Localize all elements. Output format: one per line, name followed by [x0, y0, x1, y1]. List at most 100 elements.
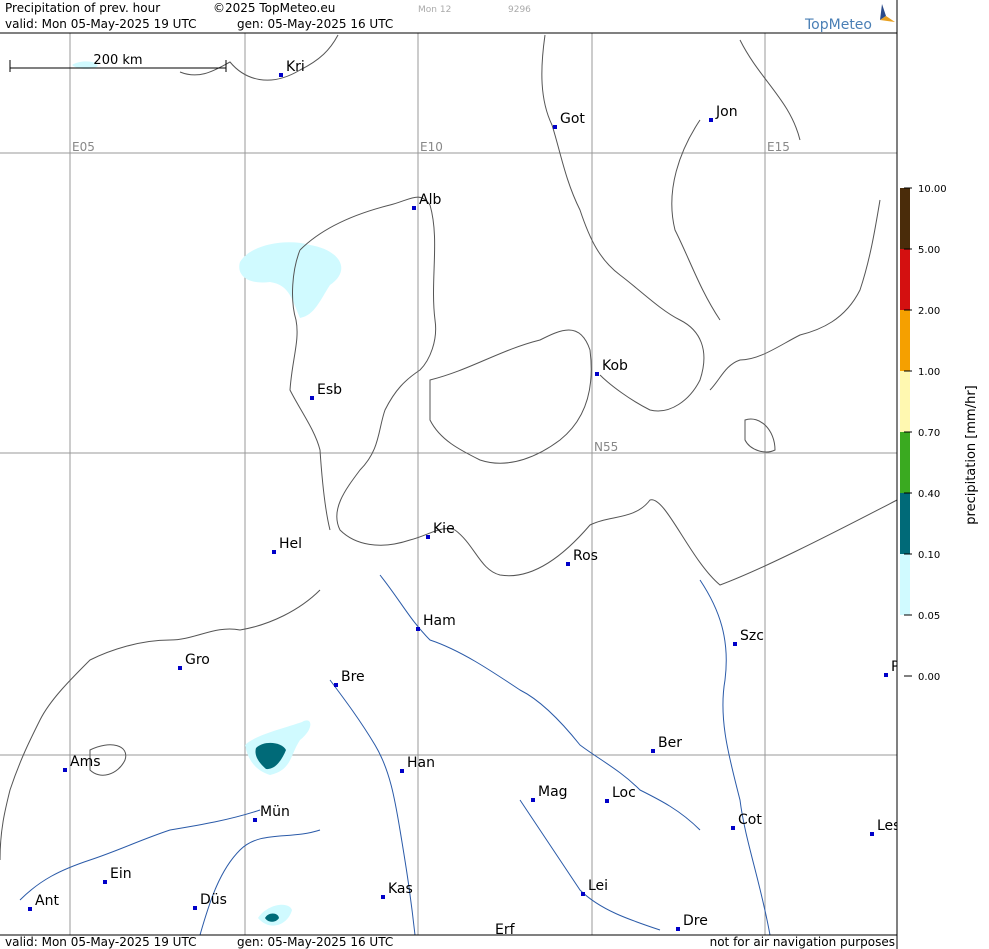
- city-label: Kri: [286, 59, 305, 75]
- city-dot: [426, 535, 430, 539]
- legend-tick-label: 2.00: [918, 306, 940, 317]
- city-dot: [731, 826, 735, 830]
- city-label: Ham: [423, 613, 456, 629]
- product-title: Precipitation of prev. hour: [5, 1, 160, 15]
- legend-swatch: [900, 249, 910, 310]
- city-label: Hel: [279, 536, 302, 552]
- legend-swatch: [900, 432, 910, 493]
- coastline: [671, 39, 801, 321]
- city-label: Dre: [683, 913, 708, 929]
- city-dot: [381, 895, 385, 899]
- river: [19, 809, 261, 901]
- coastline: [0, 589, 321, 861]
- legend-swatch: [900, 310, 910, 371]
- legend-tick-label: 1.00: [918, 367, 940, 378]
- city-label: Ros: [573, 548, 598, 564]
- copyright: ©2025 TopMeteo.eu: [213, 1, 335, 15]
- city-label: Lei: [588, 878, 608, 894]
- city-label: Kas: [388, 881, 413, 897]
- logo-icon: [880, 16, 895, 22]
- city-dot: [310, 396, 314, 400]
- city-dot: [595, 372, 599, 376]
- grid-label: E10: [420, 140, 443, 154]
- city-dot: [193, 906, 197, 910]
- header-bar: [0, 0, 897, 33]
- scale-label: 200 km: [93, 53, 142, 68]
- precip-area: [72, 61, 98, 69]
- city-label: Han: [407, 755, 435, 771]
- precip-area: [265, 913, 279, 922]
- city-label: Szc: [740, 628, 764, 644]
- river: [519, 799, 661, 931]
- legend-title: precipitation [mm/hr]: [964, 385, 979, 524]
- gen-time: gen: 05-May-2025 16 UTC: [237, 17, 393, 31]
- coastline: [89, 744, 127, 776]
- run-info: Mon 12: [418, 5, 451, 15]
- city-dot: [553, 125, 557, 129]
- run-info: 9296: [508, 5, 531, 15]
- city-dot: [676, 927, 680, 931]
- coastline: [429, 329, 592, 464]
- city-dot: [651, 749, 655, 753]
- legend-tick-label: 0.40: [918, 489, 940, 500]
- city-dot: [400, 769, 404, 773]
- city-dot: [28, 907, 32, 911]
- legend-tick-label: 0.70: [918, 428, 940, 439]
- city-label: Kob: [602, 358, 628, 374]
- rivers: [19, 574, 771, 936]
- valid-time: valid: Mon 05-May-2025 19 UTC: [5, 17, 196, 31]
- city-label: Les: [877, 818, 900, 834]
- city-label: Kie: [433, 521, 455, 537]
- legend-swatch: [900, 493, 910, 554]
- city-label: Got: [560, 111, 585, 127]
- city-label: Bre: [341, 669, 365, 685]
- coastlines: [0, 34, 898, 861]
- coastline: [541, 34, 705, 412]
- graticule: [0, 33, 897, 935]
- city-dot: [884, 673, 888, 677]
- precip-area: [239, 242, 342, 318]
- valid-time: valid: Mon 05-May-2025 19 UTC: [5, 935, 196, 949]
- city-dot: [581, 892, 585, 896]
- gen-time: gen: 05-May-2025 16 UTC: [237, 935, 393, 949]
- city-label: Ams: [70, 754, 101, 770]
- city-label: Düs: [200, 892, 227, 908]
- legend-tick-label: 10.00: [918, 184, 947, 195]
- precipitation: [72, 61, 342, 926]
- city-dot: [178, 666, 182, 670]
- river: [699, 579, 771, 936]
- cities: Kri Got Jon Alb Kob Esb Kie Hel Ros Ham Szc Gro Bre P…: [28, 59, 900, 940]
- city-dot: [605, 799, 609, 803]
- river: [199, 829, 321, 936]
- grid-label: N55: [594, 440, 618, 454]
- city-dot: [103, 880, 107, 884]
- city-dot: [412, 206, 416, 210]
- city-dot: [566, 562, 570, 566]
- coastline: [744, 418, 776, 453]
- city-dot: [531, 798, 535, 802]
- logo-icon: [880, 4, 886, 20]
- city-label: Alb: [419, 192, 441, 208]
- legend-swatch: [900, 554, 910, 615]
- city-label: Ber: [658, 735, 682, 751]
- city-dot: [870, 832, 874, 836]
- city-label: Erf: [495, 922, 516, 938]
- legend-panel: [897, 0, 989, 949]
- city-dot: [279, 73, 283, 77]
- legend-tick-label: 5.00: [918, 245, 940, 256]
- legend-swatch: [900, 371, 910, 432]
- city-label: Ein: [110, 866, 132, 882]
- legend: 10.00 5.00 2.00 1.00 0.70 0.40 0.10 0.05 0.00: [900, 184, 947, 683]
- legend-tick-label: 0.05: [918, 611, 940, 622]
- scale-bar: 200 km: [9, 53, 227, 72]
- logo: TopMeteo: [804, 17, 872, 33]
- city-label: Ant: [35, 893, 59, 909]
- grid-label: E15: [767, 140, 790, 154]
- coastline: [289, 249, 331, 531]
- legend-swatch: [900, 188, 910, 249]
- city-label: Mag: [538, 784, 568, 800]
- city-label: P: [891, 659, 899, 675]
- river: [329, 679, 416, 936]
